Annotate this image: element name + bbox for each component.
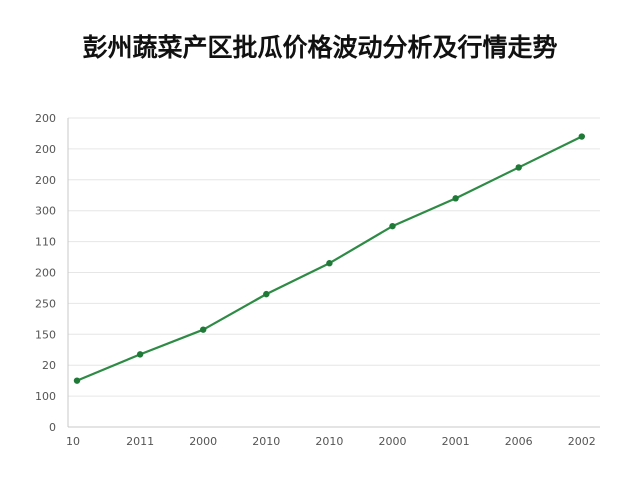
- x-tick-label: 2000: [189, 435, 217, 448]
- y-tick-label: 200: [35, 174, 56, 187]
- axes: [67, 118, 600, 428]
- x-tick-label: 10: [66, 435, 80, 448]
- x-tick-label: 2010: [315, 435, 343, 448]
- series-line: [75, 135, 583, 382]
- data-point: [452, 195, 459, 202]
- y-tick-label: 250: [35, 297, 56, 310]
- y-tick-label: 0: [49, 421, 56, 434]
- x-tick-label: 2011: [126, 435, 154, 448]
- data-point: [326, 260, 333, 267]
- y-tick-labels: 0 100 20 150 250 200 110 300 200 200 200: [35, 112, 56, 434]
- grid-lines: [68, 117, 600, 397]
- data-point: [136, 351, 144, 358]
- data-point: [73, 377, 81, 384]
- data-point: [578, 133, 585, 140]
- x-tick-label: 2010: [252, 435, 280, 448]
- chart-title: 彭州蔬菜产区批瓜价格波动分析及行情走势: [82, 33, 558, 62]
- data-point: [263, 290, 270, 298]
- series: [73, 133, 585, 384]
- data-point: [200, 326, 207, 333]
- y-tick-label: 110: [35, 236, 56, 249]
- y-tick-label: 200: [35, 112, 56, 125]
- x-tick-label: 2001: [442, 435, 470, 448]
- y-tick-label: 200: [35, 143, 56, 156]
- y-tick-label: 200: [35, 267, 56, 280]
- y-tick-label: 300: [35, 205, 56, 218]
- data-point: [389, 222, 396, 230]
- y-tick-label: 100: [35, 390, 56, 403]
- y-tick-label: 150: [35, 328, 56, 341]
- data-point: [515, 164, 522, 171]
- x-tick-label: 2002: [568, 435, 596, 448]
- x-tick-label: 2006: [505, 435, 533, 448]
- x-tick-label: 2000: [379, 435, 407, 448]
- x-tick-labels: 10 2011 2000 2010 2010 2000 2001 2006 2002: [66, 435, 596, 448]
- y-tick-label: 20: [42, 359, 56, 372]
